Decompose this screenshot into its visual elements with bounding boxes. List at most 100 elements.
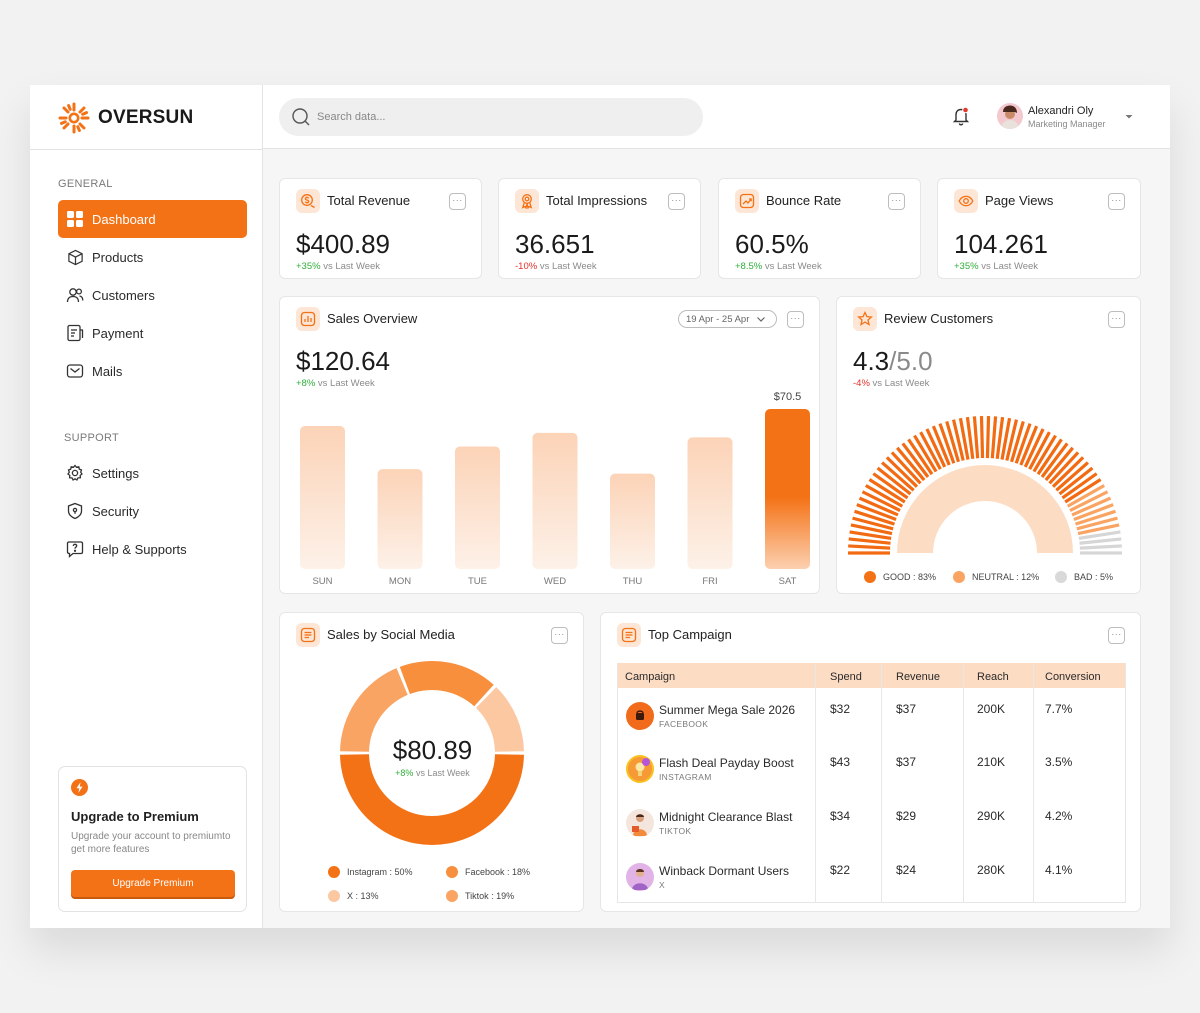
- bar-sat[interactable]: [765, 409, 810, 569]
- legend-dot-neutral: [953, 571, 965, 583]
- more-options-button[interactable]: ···: [1108, 311, 1125, 328]
- bar-fri[interactable]: [687, 437, 733, 569]
- bar-wed[interactable]: [532, 432, 578, 569]
- gauge-tick: [856, 503, 897, 521]
- gauge-tick: [1000, 417, 1012, 460]
- more-options-button[interactable]: ···: [1108, 627, 1125, 644]
- gauge-tick: [945, 421, 960, 463]
- sales-overview-card: Sales Overview 19 Apr - 25 Apr ··· $120.…: [279, 296, 820, 594]
- sidebar-item-security[interactable]: Security: [58, 492, 247, 530]
- sidebar-item-label: Security: [92, 503, 139, 519]
- delta-percent: +8.5%: [735, 261, 763, 272]
- campaign-name: Summer Mega Sale 2026: [659, 703, 796, 717]
- sidebar-item-dashboard[interactable]: Dashboard: [58, 200, 247, 238]
- gauge-tick: [848, 544, 891, 550]
- gauge-tick: [958, 417, 970, 460]
- delta-percent: +35%: [954, 261, 979, 272]
- list-icon: [296, 623, 320, 647]
- sidebar-item-settings[interactable]: Settings: [58, 454, 247, 492]
- sidebar-item-products[interactable]: Products: [58, 238, 247, 276]
- campaign-name: Midnight Clearance Blast: [659, 810, 793, 824]
- more-options-button[interactable]: ···: [668, 193, 685, 210]
- eye-icon: [954, 189, 978, 213]
- column-divider: [963, 663, 964, 903]
- gauge-tick: [858, 496, 899, 517]
- kpi-card-total-revenue: Total Revenue ··· $400.89 +35% vs Last W…: [279, 178, 482, 279]
- campaign-platform: TIKTOK: [659, 826, 692, 836]
- gauge-tick: [951, 419, 965, 461]
- delta-suffix: vs Last Week: [981, 261, 1039, 272]
- badge-icon: [515, 189, 539, 213]
- users-icon: [66, 286, 84, 304]
- notification-bell-icon[interactable]: [950, 105, 972, 127]
- search-input[interactable]: [317, 111, 677, 123]
- column-divider: [881, 663, 882, 903]
- sidebar-item-customers[interactable]: Customers: [58, 276, 247, 314]
- x-tick-label: MON: [389, 576, 411, 587]
- column-header-campaign[interactable]: Campaign: [625, 671, 676, 683]
- cell-revenue: $37: [896, 702, 917, 716]
- sidebar-item-mails[interactable]: Mails: [58, 352, 247, 390]
- bar-thu[interactable]: [610, 473, 655, 569]
- search-bar[interactable]: [279, 98, 703, 136]
- campaign-name: Flash Deal Payday Boost: [659, 756, 794, 770]
- gauge-tick: [919, 431, 942, 470]
- brand-logo[interactable]: OVERSUN: [58, 101, 193, 135]
- legend-instagram: Instagram : 50%: [328, 866, 413, 878]
- sidebar-item-help[interactable]: Help & Supports: [58, 530, 247, 568]
- x-tick-label: THU: [623, 576, 643, 587]
- more-options-button[interactable]: ···: [449, 193, 466, 210]
- gauge-tick: [872, 472, 909, 500]
- donut-slice-x[interactable]: [476, 687, 524, 752]
- legend-label: X : 13%: [347, 891, 379, 901]
- column-header-conversion[interactable]: Conversion: [1045, 671, 1101, 683]
- gauge-tick: [931, 425, 951, 466]
- cell-spend: $22: [830, 863, 851, 877]
- gauge-tick: [965, 416, 975, 459]
- receipt-icon: [66, 324, 84, 342]
- user-avatar[interactable]: [997, 103, 1023, 129]
- x-tick-label: TUE: [468, 576, 487, 587]
- more-options-button[interactable]: ···: [888, 193, 905, 210]
- ellipsis-icon: ···: [790, 312, 801, 323]
- general-section-label: GENERAL: [58, 178, 113, 190]
- kpi-title: Total Revenue: [327, 193, 411, 208]
- cell-reach: 210K: [977, 755, 1006, 769]
- bar-tue[interactable]: [455, 446, 500, 569]
- cell-spend: $43: [830, 755, 851, 769]
- more-options-button[interactable]: ···: [787, 311, 804, 328]
- upgrade-premium-button[interactable]: Upgrade Premium: [71, 870, 235, 897]
- user-name: Alexandri Oly: [1028, 105, 1094, 117]
- upgrade-description: Upgrade your account to premiumto get mo…: [71, 831, 231, 855]
- lightning-icon: [71, 779, 88, 796]
- gauge-tick: [1010, 421, 1025, 463]
- kpi-delta: +8.5% vs Last Week: [735, 261, 822, 272]
- ellipsis-icon: ···: [554, 628, 565, 639]
- cell-conversion: 7.7%: [1045, 702, 1073, 716]
- donut-slice-instagram[interactable]: [340, 754, 524, 845]
- chevron-down-icon[interactable]: [1123, 111, 1135, 123]
- gauge-tick: [901, 442, 930, 478]
- list-icon: [617, 623, 641, 647]
- mail-icon: [66, 362, 84, 380]
- column-header-spend[interactable]: Spend: [830, 671, 862, 683]
- column-header-reach[interactable]: Reach: [977, 671, 1009, 683]
- more-options-button[interactable]: ···: [1108, 193, 1125, 210]
- sidebar-item-payment[interactable]: Payment: [58, 314, 247, 352]
- cell-conversion: 4.1%: [1045, 863, 1073, 877]
- date-range-dropdown[interactable]: 19 Apr - 25 Apr: [678, 310, 777, 328]
- donut-slice-facebook[interactable]: [399, 661, 494, 707]
- column-header-revenue[interactable]: Revenue: [896, 671, 941, 683]
- bar-sun[interactable]: [300, 426, 345, 569]
- gauge-tick: [1051, 456, 1085, 488]
- review-customers-card: Review Customers ··· 4.3/5.0 -4% vs Last…: [836, 296, 1141, 594]
- donut-slice-tiktok[interactable]: [340, 668, 408, 752]
- more-options-button[interactable]: ···: [551, 627, 568, 644]
- score-value: 4.3: [853, 346, 890, 376]
- sidebar-item-label: Payment: [92, 325, 144, 341]
- bar-mon[interactable]: [377, 469, 423, 569]
- gauge-tick: [913, 434, 938, 473]
- kpi-delta: +35% vs Last Week: [296, 261, 380, 272]
- gauge-tick: [1079, 537, 1122, 545]
- star-icon: [853, 307, 877, 331]
